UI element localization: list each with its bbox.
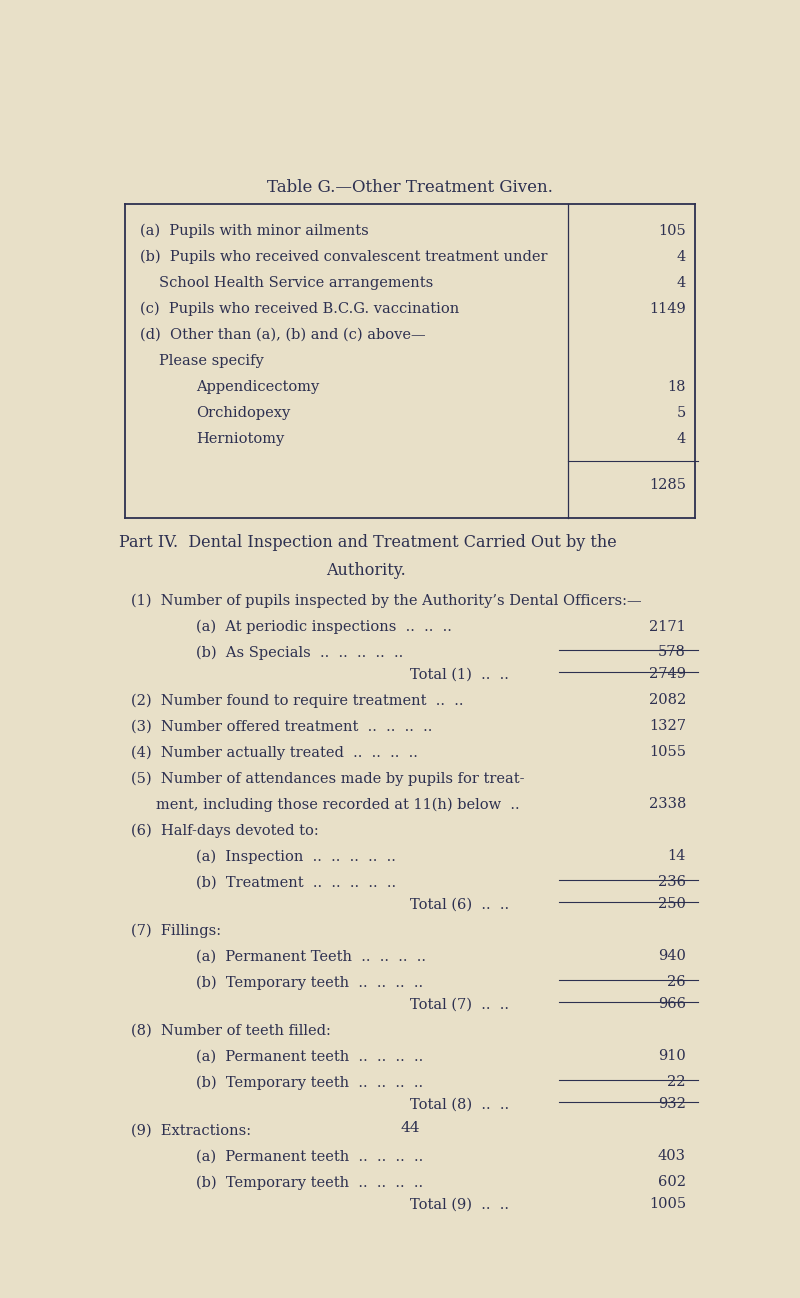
Text: 966: 966 [658,997,686,1011]
Text: 4: 4 [677,432,686,445]
Text: (b)  Treatment  ..  ..  ..  ..  ..: (b) Treatment .. .. .. .. .. [196,875,396,889]
Text: 2171: 2171 [649,619,686,633]
Text: (6)  Half-days devoted to:: (6) Half-days devoted to: [131,823,318,837]
Text: 2082: 2082 [649,693,686,707]
Text: 4: 4 [677,275,686,289]
Text: 403: 403 [658,1149,686,1163]
Text: 5: 5 [677,406,686,419]
Text: (b)  Pupils who received convalescent treatment under: (b) Pupils who received convalescent tre… [140,249,548,263]
Text: 14: 14 [667,849,686,863]
Text: Appendicectomy: Appendicectomy [196,379,319,393]
Text: (2)  Number found to require treatment  ..  ..: (2) Number found to require treatment ..… [131,693,463,707]
Text: 26: 26 [667,975,686,989]
Text: (5)  Number of attendances made by pupils for treat-: (5) Number of attendances made by pupils… [131,771,525,785]
Text: 236: 236 [658,875,686,889]
Text: (b)  Temporary teeth  ..  ..  ..  ..: (b) Temporary teeth .. .. .. .. [196,1175,423,1189]
Text: Orchidopexy: Orchidopexy [196,406,290,419]
Text: School Health Service arrangements: School Health Service arrangements [159,275,433,289]
Text: 932: 932 [658,1097,686,1111]
Text: 18: 18 [667,379,686,393]
Text: 1149: 1149 [649,301,686,315]
Text: 105: 105 [658,223,686,238]
Text: 22: 22 [667,1075,686,1089]
Text: (c)  Pupils who received B.C.G. vaccination: (c) Pupils who received B.C.G. vaccinati… [140,301,459,317]
Text: Please specify: Please specify [159,353,264,367]
Text: (a)  Permanent Teeth  ..  ..  ..  ..: (a) Permanent Teeth .. .. .. .. [196,949,426,963]
Text: Authority.: Authority. [326,562,406,579]
Text: (d)  Other than (a), (b) and (c) above—: (d) Other than (a), (b) and (c) above— [140,327,426,341]
Text: Table G.—Other Treatment Given.: Table G.—Other Treatment Given. [267,179,553,196]
Text: (a)  Inspection  ..  ..  ..  ..  ..: (a) Inspection .. .. .. .. .. [196,849,396,863]
Text: 2749: 2749 [649,667,686,681]
Text: (4)  Number actually treated  ..  ..  ..  ..: (4) Number actually treated .. .. .. .. [131,745,418,759]
Text: Herniotomy: Herniotomy [196,432,284,445]
Text: 1005: 1005 [649,1197,686,1211]
Text: ment, including those recorded at 11(h) below  ..: ment, including those recorded at 11(h) … [156,797,519,811]
Text: (a)  Permanent teeth  ..  ..  ..  ..: (a) Permanent teeth .. .. .. .. [196,1149,423,1163]
Text: (b)  Temporary teeth  ..  ..  ..  ..: (b) Temporary teeth .. .. .. .. [196,1075,423,1089]
Text: Total (9)  ..  ..: Total (9) .. .. [410,1197,509,1211]
Text: 910: 910 [658,1049,686,1063]
Text: (7)  Fillings:: (7) Fillings: [131,923,221,937]
Text: (a)  Permanent teeth  ..  ..  ..  ..: (a) Permanent teeth .. .. .. .. [196,1049,423,1063]
Text: (b)  As Specials  ..  ..  ..  ..  ..: (b) As Specials .. .. .. .. .. [196,645,403,659]
Text: 1285: 1285 [649,478,686,492]
Text: (3)  Number offered treatment  ..  ..  ..  ..: (3) Number offered treatment .. .. .. .. [131,719,432,733]
Text: (8)  Number of teeth filled:: (8) Number of teeth filled: [131,1023,331,1037]
Text: Total (7)  ..  ..: Total (7) .. .. [410,997,509,1011]
Text: 44: 44 [400,1121,420,1136]
Text: Total (6)  ..  ..: Total (6) .. .. [410,897,509,911]
Text: Part IV.  Dental Inspection and Treatment Carried Out by the: Part IV. Dental Inspection and Treatment… [118,533,616,550]
Text: 1327: 1327 [649,719,686,733]
Text: 250: 250 [658,897,686,911]
Text: 2338: 2338 [649,797,686,811]
Text: (9)  Extractions:: (9) Extractions: [131,1123,251,1137]
Text: (a)  Pupils with minor ailments: (a) Pupils with minor ailments [140,223,369,238]
Text: (1)  Number of pupils inspected by the Authority’s Dental Officers:—: (1) Number of pupils inspected by the Au… [131,593,642,607]
Text: (b)  Temporary teeth  ..  ..  ..  ..: (b) Temporary teeth .. .. .. .. [196,975,423,989]
Text: 4: 4 [677,249,686,263]
Text: 578: 578 [658,645,686,659]
Text: 940: 940 [658,949,686,963]
Text: Total (8)  ..  ..: Total (8) .. .. [410,1097,509,1111]
Text: 1055: 1055 [649,745,686,759]
Text: 602: 602 [658,1175,686,1189]
Text: Total (1)  ..  ..: Total (1) .. .. [410,667,509,681]
Text: (a)  At periodic inspections  ..  ..  ..: (a) At periodic inspections .. .. .. [196,619,452,633]
